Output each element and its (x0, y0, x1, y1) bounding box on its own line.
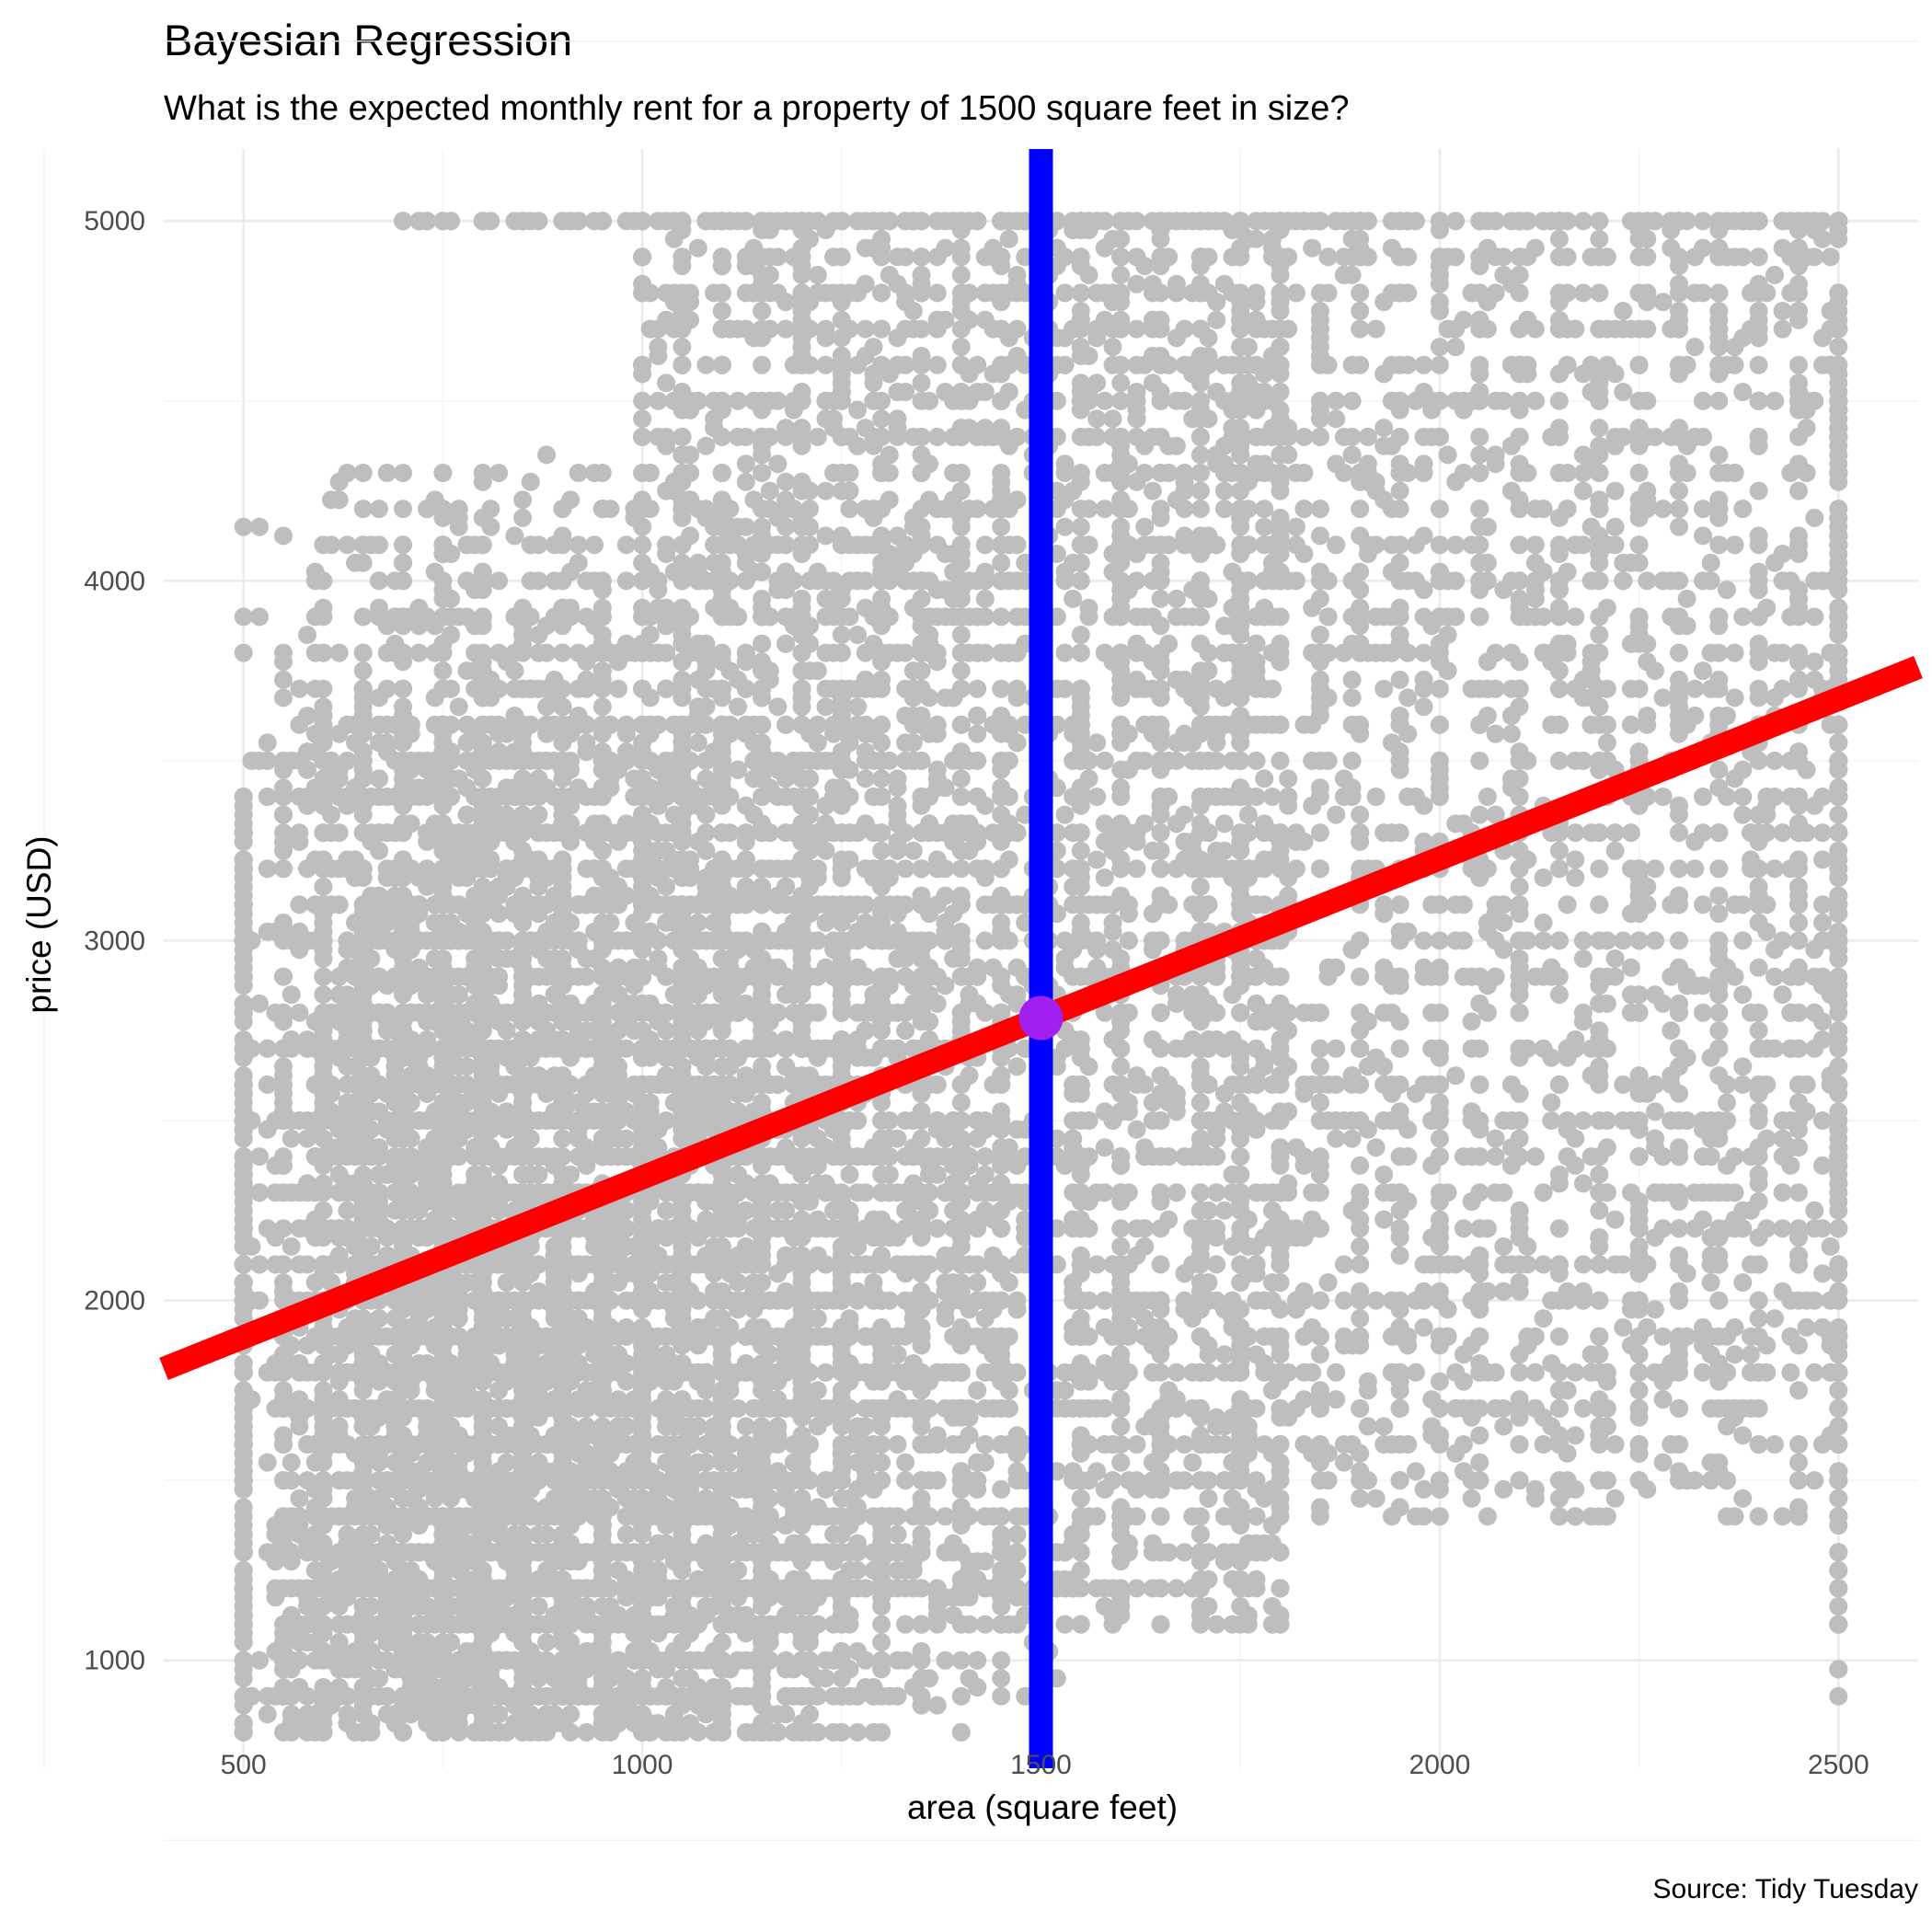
scatter-point (592, 661, 612, 681)
scatter-point (609, 1003, 628, 1022)
scatter-point (250, 994, 269, 1013)
scatter-point (298, 626, 316, 644)
scatter-point (425, 562, 444, 581)
scatter-point (266, 1516, 285, 1535)
scatter-point (457, 805, 477, 824)
scatter-point (282, 1453, 301, 1472)
scatter-point (394, 464, 412, 482)
scatter-point (338, 940, 357, 960)
scatter-point (353, 661, 373, 681)
chart-subtitle: What is the expected monthly rent for a … (164, 89, 1350, 128)
scatter-point (577, 1722, 596, 1742)
scatter-point (896, 1021, 915, 1041)
scatter-point (951, 859, 971, 879)
scatter-point (609, 1273, 628, 1292)
scatter-point (457, 733, 477, 753)
scatter-point (951, 1093, 971, 1112)
scatter-point (489, 571, 509, 591)
scatter-point (592, 697, 612, 717)
scatter-point (298, 1255, 316, 1274)
scatter-point (856, 1327, 875, 1346)
chart-title: Bayesian Regression (164, 16, 572, 64)
scatter-point (497, 931, 516, 950)
scatter-point (616, 1129, 636, 1148)
scatter-point (609, 1057, 628, 1076)
scatter-point (353, 697, 373, 717)
scatter-point (553, 1129, 572, 1148)
scatter-point (394, 535, 412, 555)
scatter-point (433, 581, 453, 600)
scatter-point (936, 1650, 955, 1670)
scatter-point (409, 598, 429, 617)
scatter-point (577, 733, 596, 753)
scatter-point (657, 1201, 676, 1220)
scatter-point (314, 1722, 333, 1742)
scatter-point (992, 517, 1011, 536)
scatter-point (274, 1381, 293, 1400)
scatter-point (529, 626, 548, 644)
scatter-point (553, 877, 572, 896)
scatter-point (529, 1669, 548, 1688)
scatter-point (784, 1453, 803, 1472)
scatter-point (872, 769, 891, 788)
scatter-point (616, 535, 636, 555)
scatter-point (951, 1650, 971, 1670)
scatter-point (521, 472, 540, 491)
scatter-point (489, 904, 509, 924)
scatter-point (353, 535, 373, 555)
scatter-point (489, 464, 509, 482)
scatter-point (616, 571, 636, 591)
scatter-point (290, 1003, 309, 1022)
scatter-point (329, 490, 349, 510)
scatter-point (250, 607, 269, 627)
scatter-point (951, 1722, 971, 1742)
scatter-point (290, 895, 309, 914)
scatter-point (274, 1147, 293, 1167)
scatter-point (896, 1111, 915, 1130)
scatter-point (298, 1129, 316, 1148)
scatter-point (314, 985, 333, 1005)
scatter-point (433, 661, 453, 681)
scatter-points (234, 212, 1848, 1742)
scatter-point (329, 1165, 349, 1184)
scatter-point (497, 1453, 516, 1472)
scatter-point (250, 517, 269, 536)
scatter-point (290, 679, 309, 698)
scatter-point (274, 670, 293, 689)
scatter-point (537, 1633, 557, 1652)
scatter-point (234, 643, 253, 662)
scatter-point (872, 1633, 891, 1652)
scatter-point (258, 1453, 277, 1472)
scatter-point (258, 859, 277, 879)
scatter-point (250, 1650, 269, 1670)
scatter-point (314, 1453, 333, 1472)
scatter-point (409, 643, 429, 662)
scatter-point (569, 464, 588, 482)
scatter-point (840, 1165, 859, 1184)
scatter-point (569, 535, 588, 555)
scatter-point (561, 1705, 581, 1724)
scatter-point (234, 607, 253, 627)
scatter-point (274, 526, 293, 546)
scatter-point (753, 634, 772, 653)
scatter-point (274, 1075, 293, 1094)
scatter-point (561, 1165, 581, 1184)
scatter-point (449, 697, 468, 717)
scatter-point (370, 500, 388, 519)
